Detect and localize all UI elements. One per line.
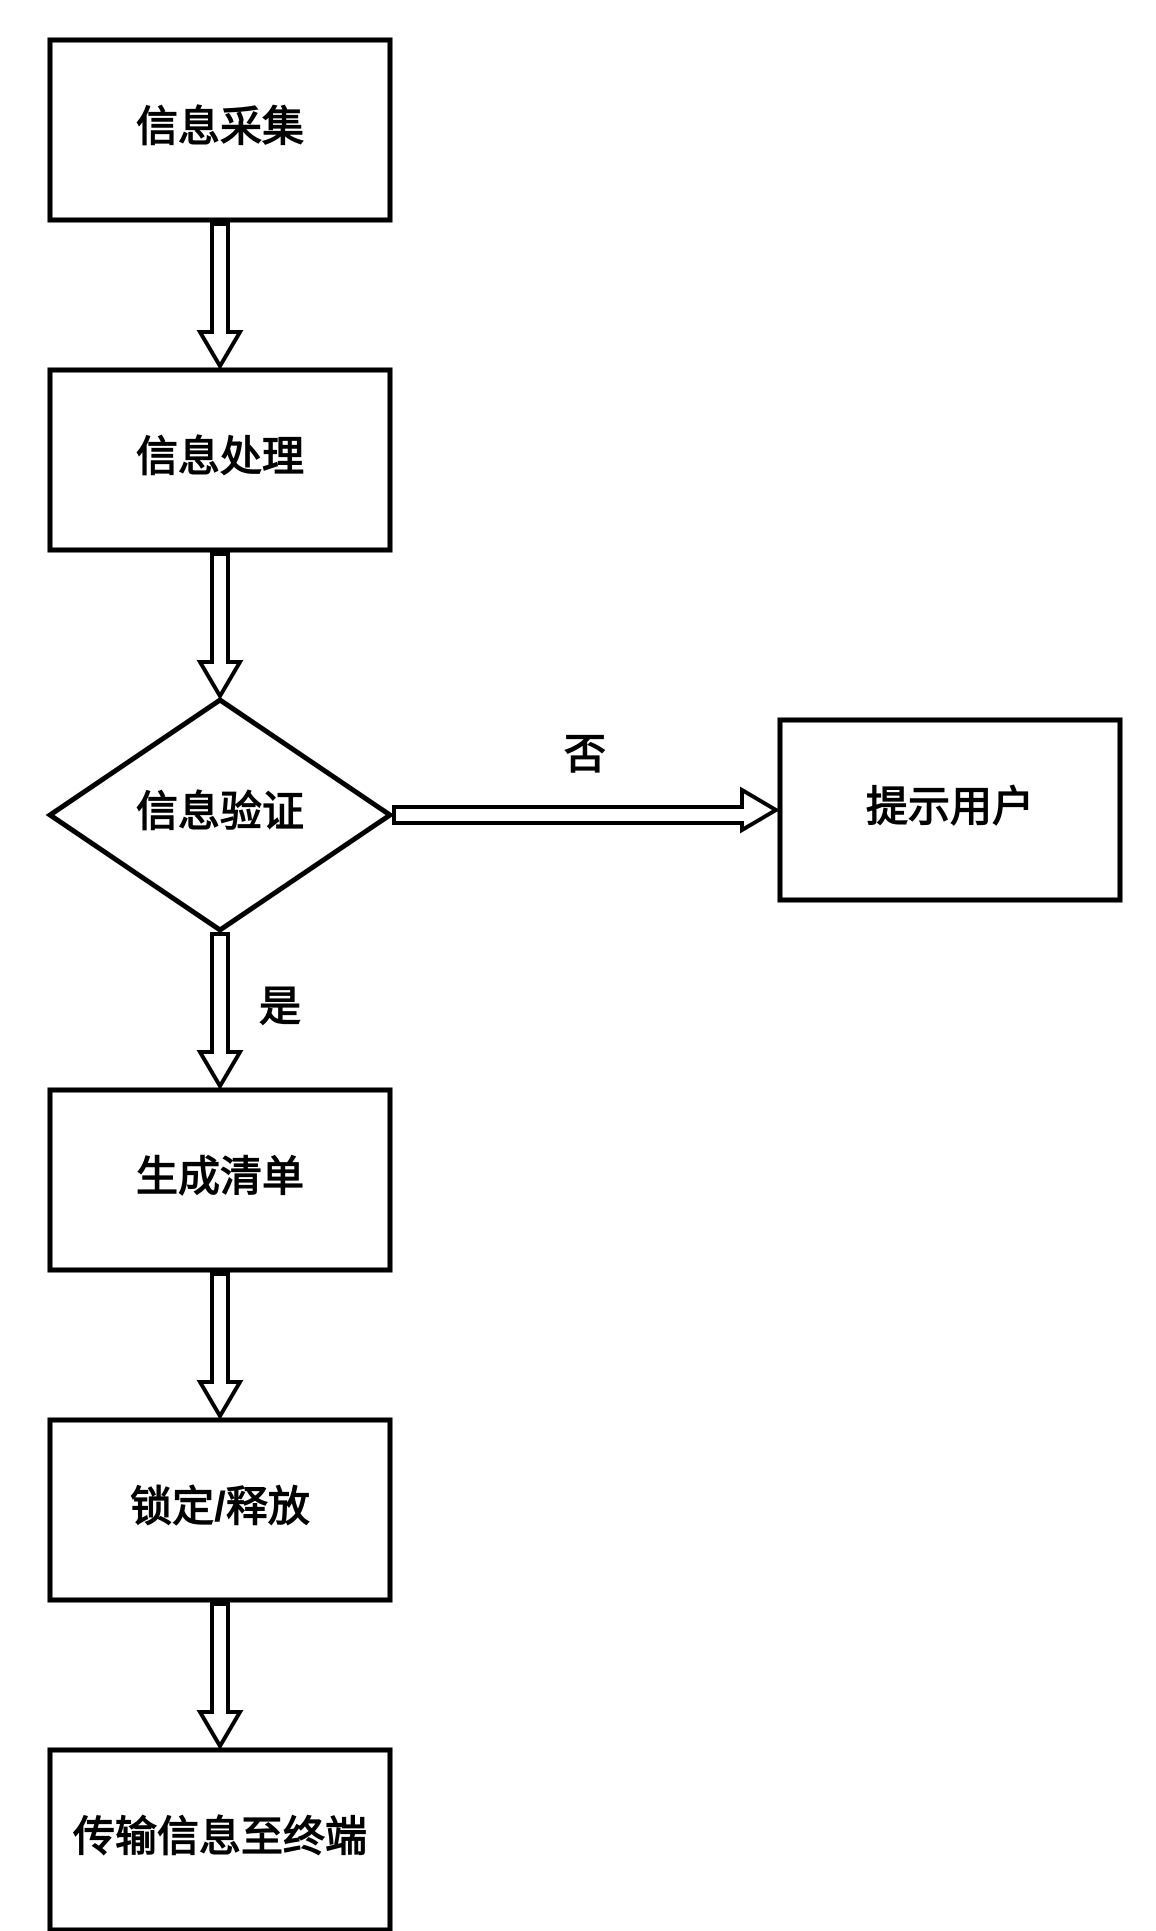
node-n7: 传输信息至终端 — [50, 1750, 390, 1930]
node-n4: 提示用户 — [780, 720, 1120, 900]
node-label: 信息处理 — [136, 433, 304, 480]
arrow-icon — [200, 1604, 240, 1746]
arrow-icon — [200, 1274, 240, 1416]
node-label: 信息采集 — [136, 103, 304, 150]
arrow-icon — [200, 224, 240, 366]
node-n3: 信息验证 — [50, 700, 390, 930]
edge-e1 — [200, 224, 240, 366]
edge-e6 — [200, 1604, 240, 1746]
edge-e3: 否 — [394, 731, 776, 830]
node-n2: 信息处理 — [50, 370, 390, 550]
arrow-icon — [200, 554, 240, 696]
node-label: 传输信息至终端 — [72, 1813, 367, 1860]
node-label: 信息验证 — [136, 788, 304, 835]
edge-label: 否 — [564, 731, 606, 778]
edge-e5 — [200, 1274, 240, 1416]
edge-e2 — [200, 554, 240, 696]
arrow-icon — [200, 934, 240, 1086]
node-label: 生成清单 — [136, 1153, 304, 1200]
node-n6: 锁定/释放 — [50, 1420, 390, 1600]
edge-e4: 是 — [200, 934, 301, 1086]
edge-label: 是 — [259, 983, 301, 1030]
node-n5: 生成清单 — [50, 1090, 390, 1270]
node-n1: 信息采集 — [50, 40, 390, 220]
node-label: 锁定/释放 — [130, 1483, 310, 1530]
arrow-icon — [394, 790, 776, 830]
node-label: 提示用户 — [866, 783, 1034, 830]
